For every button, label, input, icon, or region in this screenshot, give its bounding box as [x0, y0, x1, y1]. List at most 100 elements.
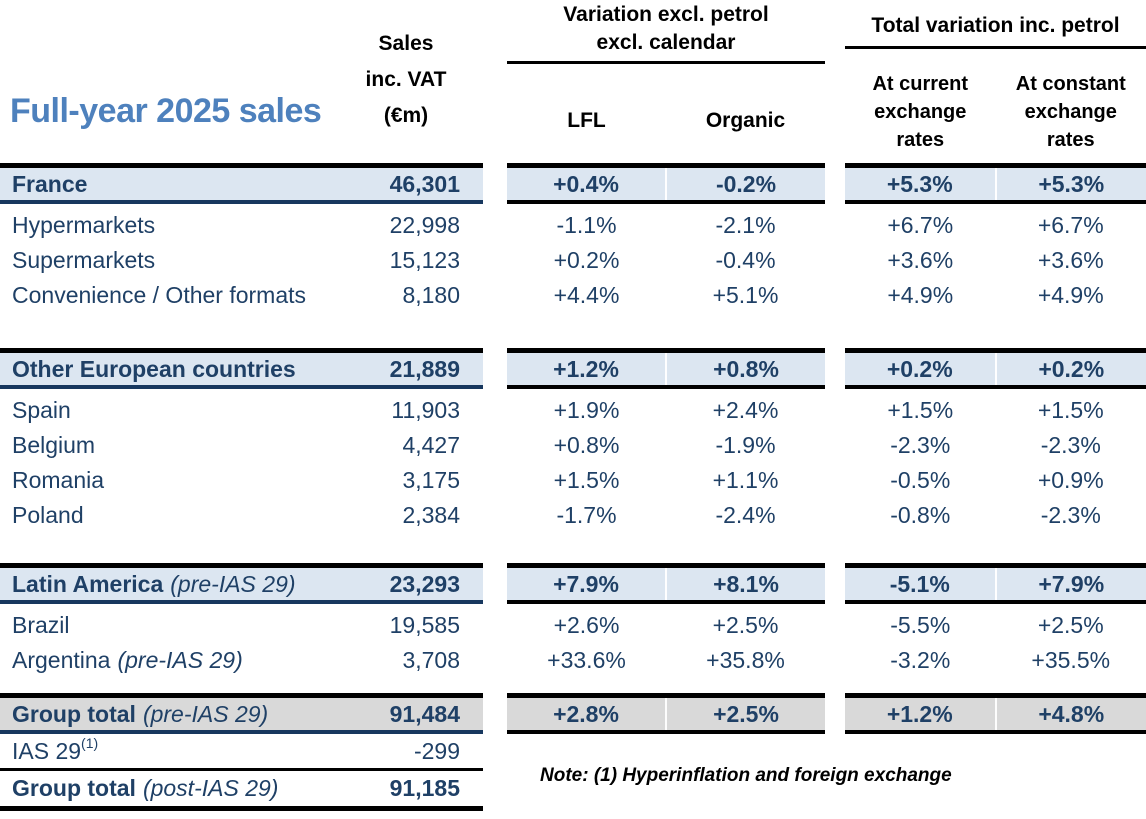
cell-current-rate-value: +1.2%: [845, 698, 997, 730]
column-group-variation-excl-petrol: Variation excl. petrol excl. calendar: [507, 1, 825, 64]
cell-current-rate-value: -0.5%: [890, 467, 951, 493]
column-header-sales: Sales inc. VAT (€m): [365, 32, 447, 127]
cell-group-label: Group total (pre-IAS 29): [12, 700, 269, 727]
row-spain: Spain 11,903 +1.9% +2.4% +1.5% +1.5%: [0, 393, 1146, 428]
table-header: Full-year 2025 sales Sales inc. VAT (€m)…: [0, 0, 1146, 163]
cell-constant-rate-value: +3.6%: [1037, 247, 1104, 273]
cell-country-label: Spain: [12, 397, 71, 423]
row-argentina: Argentina (pre-IAS 29) 3,708 +33.6% +35.8…: [0, 643, 1146, 678]
row-brazil: Brazil 19,585 +2.6% +2.5% -5.5% +2.5%: [0, 608, 1146, 643]
cell-organic-value: +2.5%: [713, 700, 779, 727]
row-france-total: France 46,301 +0.4% -0.2% +5.3% +5.3%: [0, 163, 1146, 204]
cell-lfl-value: +1.9%: [553, 397, 620, 423]
cell-sales-value: 91,484: [389, 700, 460, 727]
cell-format-label: Supermarkets: [12, 247, 156, 273]
cell-lfl-value: +2.8%: [507, 698, 667, 730]
cell-organic-value: -1.9%: [715, 432, 776, 458]
cell-sales-value: 11,903: [391, 397, 460, 423]
cell-sales-value: 91,185: [389, 775, 460, 801]
cell-current-rate-value: -2.3%: [890, 432, 951, 458]
cell-constant-rate-value: +7.9%: [1038, 570, 1105, 597]
cell-group-label: Group total (post-IAS 29): [12, 775, 279, 801]
row-supermarkets: Supermarkets 15,123 +0.2% -0.4% +3.6% +3…: [0, 243, 1146, 278]
subcolumns-total-variation: At current exchange rates At constant ex…: [845, 70, 1146, 154]
cell-current-rate-value: -3.2%: [890, 647, 951, 673]
column-header-current-rates: At current exchange rates: [872, 73, 969, 151]
cell-organic-value: +35.8%: [706, 647, 785, 673]
cell-format-label: Convenience / Other formats: [12, 282, 307, 308]
cell-organic-value: -0.4%: [715, 247, 776, 273]
cell-sales-value: 3,708: [402, 647, 460, 673]
pre-ias-29-suffix: (pre-IAS 29): [117, 647, 243, 673]
cell-lfl-value: +0.4%: [507, 168, 667, 200]
cell-lfl-value: +2.6%: [553, 612, 620, 638]
row-group-total-pre-ias29: Group total (pre-IAS 29) 91,484 +2.8% +2.…: [0, 693, 1146, 734]
france-detail-rows: Hypermarkets 22,998 -1.1% -2.1% +6.7% +6…: [0, 208, 1146, 313]
cell-constant-rate-value: +0.2%: [1038, 355, 1105, 382]
pre-ias-29-suffix: (pre-IAS 29): [142, 700, 269, 727]
cell-organic-value: +2.5%: [712, 612, 779, 638]
post-ias-29-suffix: (post-IAS 29): [142, 775, 279, 801]
cell-lfl-value: +0.8%: [553, 432, 620, 458]
cell-organic-value: -2.1%: [715, 212, 776, 238]
cell-sales-value: 2,384: [402, 502, 460, 528]
footnote-marker: (1): [81, 735, 99, 751]
column-group-total-variation: Total variation inc. petrol: [845, 14, 1146, 49]
column-header-organic: Organic: [705, 109, 786, 132]
cell-current-rate-value: +3.6%: [887, 247, 954, 273]
cell-current-rate-value: +5.3%: [845, 168, 997, 200]
row-hypermarkets: Hypermarkets 22,998 -1.1% -2.1% +6.7% +6…: [0, 208, 1146, 243]
cell-current-rate-value: -0.8%: [890, 502, 951, 528]
cell-constant-rate-value: +4.8%: [1038, 700, 1105, 727]
row-poland: Poland 2,384 -1.7% -2.4% -0.8% -2.3%: [0, 498, 1146, 533]
cell-lfl-value: +7.9%: [507, 568, 667, 600]
cell-region-label: Other European countries: [12, 355, 296, 382]
row-latin-america-total: Latin America (pre-IAS 29) 23,293 +7.9% +…: [0, 563, 1146, 604]
row-ias29-adjustment: IAS 29 (1) -299: [0, 734, 1146, 771]
cell-organic-value: +5.1%: [712, 282, 779, 308]
cell-organic-value: -2.4%: [715, 502, 776, 528]
subcolumns-variation: LFL Organic: [507, 103, 825, 138]
cell-constant-rate-value: +2.5%: [1037, 612, 1104, 638]
cell-sales-value: 46,301: [389, 170, 460, 197]
cell-constant-rate-value: -2.3%: [1040, 502, 1101, 528]
column-header-lfl: LFL: [567, 109, 606, 132]
cell-current-rate-value: +6.7%: [887, 212, 954, 238]
cell-current-rate-value: +1.5%: [887, 397, 954, 423]
cell-sales-value: 3,175: [402, 467, 460, 493]
cell-lfl-value: +1.5%: [553, 467, 620, 493]
cell-country-label: Romania: [12, 467, 105, 493]
other-european-detail-rows: Spain 11,903 +1.9% +2.4% +1.5% +1.5% Bel…: [0, 393, 1146, 533]
cell-current-rate-value: +4.9%: [887, 282, 954, 308]
cell-current-rate-value: -5.1%: [845, 568, 997, 600]
cell-lfl-value: +0.2%: [553, 247, 620, 273]
footnote: Note: (1) Hyperinflation and foreign exc…: [540, 765, 952, 786]
cell-organic-value: +1.1%: [712, 467, 779, 493]
cell-country-label: Belgium: [12, 432, 96, 458]
cell-constant-rate-value: +0.9%: [1037, 467, 1104, 493]
row-group-total-post-ias29: Group total (post-IAS 29) 91,185: [0, 771, 1146, 811]
cell-sales-value: 22,998: [389, 212, 460, 238]
cell-sales-value: 19,585: [389, 612, 460, 638]
cell-country-label: Brazil: [12, 612, 70, 638]
cell-organic-value: +0.8%: [713, 355, 779, 382]
page-title: Full-year 2025 sales: [10, 92, 322, 130]
cell-constant-rate-value: +1.5%: [1037, 397, 1104, 423]
cell-sales-value: 21,889: [389, 355, 460, 382]
pre-ias-29-suffix: (pre-IAS 29): [170, 570, 296, 597]
cell-lfl-value: +1.2%: [507, 353, 667, 385]
cell-sales-value: -299: [413, 737, 460, 764]
cell-lfl-value: +33.6%: [547, 647, 626, 673]
cell-sales-value: 4,427: [402, 432, 460, 458]
cell-format-label: Hypermarkets: [12, 212, 156, 238]
cell-constant-rate-value: -2.3%: [1040, 432, 1101, 458]
cell-constant-rate-value: +35.5%: [1031, 647, 1111, 673]
cell-lfl-value: -1.1%: [556, 212, 617, 238]
cell-organic-value: +8.1%: [713, 570, 779, 597]
cell-lfl-value: -1.7%: [556, 502, 617, 528]
cell-constant-rate-value: +6.7%: [1037, 212, 1104, 238]
row-convenience: Convenience / Other formats 8,180 +4.4% …: [0, 278, 1146, 313]
cell-region-label: Latin America (pre-IAS 29): [12, 570, 296, 597]
cell-organic-value: +2.4%: [712, 397, 779, 423]
cell-ias29-label: IAS 29 (1): [12, 735, 99, 764]
